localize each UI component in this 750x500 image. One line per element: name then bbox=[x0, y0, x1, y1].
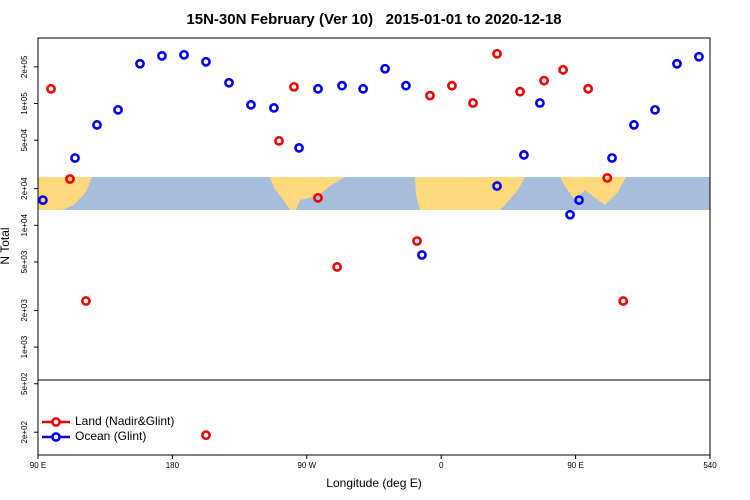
point bbox=[694, 51, 704, 62]
y-axis-label: N Total bbox=[0, 227, 12, 264]
point bbox=[224, 77, 234, 88]
point bbox=[629, 120, 639, 130]
point bbox=[246, 99, 256, 110]
x-tick-label: 90 W bbox=[297, 461, 316, 470]
point bbox=[38, 195, 48, 206]
point bbox=[535, 98, 545, 108]
point bbox=[574, 195, 584, 206]
point bbox=[602, 172, 613, 183]
chart-title: 15N-30N February (Ver 10) 2015-01-01 to … bbox=[186, 11, 561, 28]
point bbox=[417, 250, 427, 260]
point bbox=[358, 83, 368, 94]
y-tick-label: 2e+02 bbox=[20, 420, 29, 443]
point bbox=[70, 153, 80, 163]
y-tick-label: 1e+05 bbox=[20, 92, 29, 115]
point bbox=[618, 296, 629, 306]
point bbox=[289, 81, 299, 92]
point bbox=[81, 296, 91, 306]
point bbox=[539, 75, 549, 86]
point bbox=[492, 48, 502, 59]
y-tick-label: 2e+04 bbox=[20, 177, 29, 200]
y-tick-label: 1e+04 bbox=[20, 214, 29, 237]
legend-label: Ocean (Glint) bbox=[75, 429, 146, 443]
point bbox=[650, 104, 660, 115]
point bbox=[515, 86, 525, 97]
point bbox=[269, 103, 279, 113]
point bbox=[519, 150, 529, 160]
y-tick-label: 2e+05 bbox=[20, 55, 29, 78]
point bbox=[46, 83, 56, 94]
x-tick-label: 90 E bbox=[30, 461, 46, 470]
x-tick-label: 90 E bbox=[567, 461, 583, 470]
x-tick-label: 0 bbox=[439, 461, 444, 470]
map-band bbox=[38, 177, 710, 210]
point bbox=[380, 63, 390, 74]
point bbox=[201, 430, 211, 441]
point bbox=[412, 236, 422, 246]
x-tick-label: 540 bbox=[703, 461, 717, 470]
point bbox=[425, 90, 435, 101]
point bbox=[294, 142, 304, 153]
point bbox=[447, 80, 457, 91]
legend-marker bbox=[51, 417, 61, 427]
y-tick-label: 5e+02 bbox=[20, 372, 29, 395]
point bbox=[313, 83, 323, 94]
point bbox=[92, 120, 102, 130]
point bbox=[201, 56, 211, 67]
y-tick-label: 5e+03 bbox=[20, 250, 29, 273]
y-tick-label: 2e+03 bbox=[20, 299, 29, 322]
point bbox=[583, 83, 594, 94]
point bbox=[332, 262, 343, 272]
x-axis-label: Longitude (deg E) bbox=[326, 476, 421, 490]
point bbox=[337, 80, 347, 91]
point bbox=[565, 209, 575, 220]
plot-frame bbox=[37, 37, 711, 456]
point bbox=[492, 181, 502, 191]
point bbox=[313, 192, 323, 203]
point bbox=[607, 153, 617, 163]
point bbox=[157, 50, 167, 61]
y-tick-label: 1e+03 bbox=[20, 335, 29, 358]
legend-label: Land (Nadir&Glint) bbox=[75, 414, 174, 428]
legend-marker bbox=[51, 432, 61, 442]
point bbox=[65, 174, 75, 184]
y-tick-label: 5e+04 bbox=[20, 128, 29, 151]
point bbox=[468, 98, 478, 108]
point bbox=[401, 80, 411, 91]
x-tick-label: 180 bbox=[166, 461, 180, 470]
point bbox=[274, 136, 284, 146]
point bbox=[135, 58, 145, 69]
point bbox=[672, 58, 682, 69]
point bbox=[558, 64, 568, 75]
point bbox=[179, 49, 189, 60]
point bbox=[113, 104, 123, 115]
